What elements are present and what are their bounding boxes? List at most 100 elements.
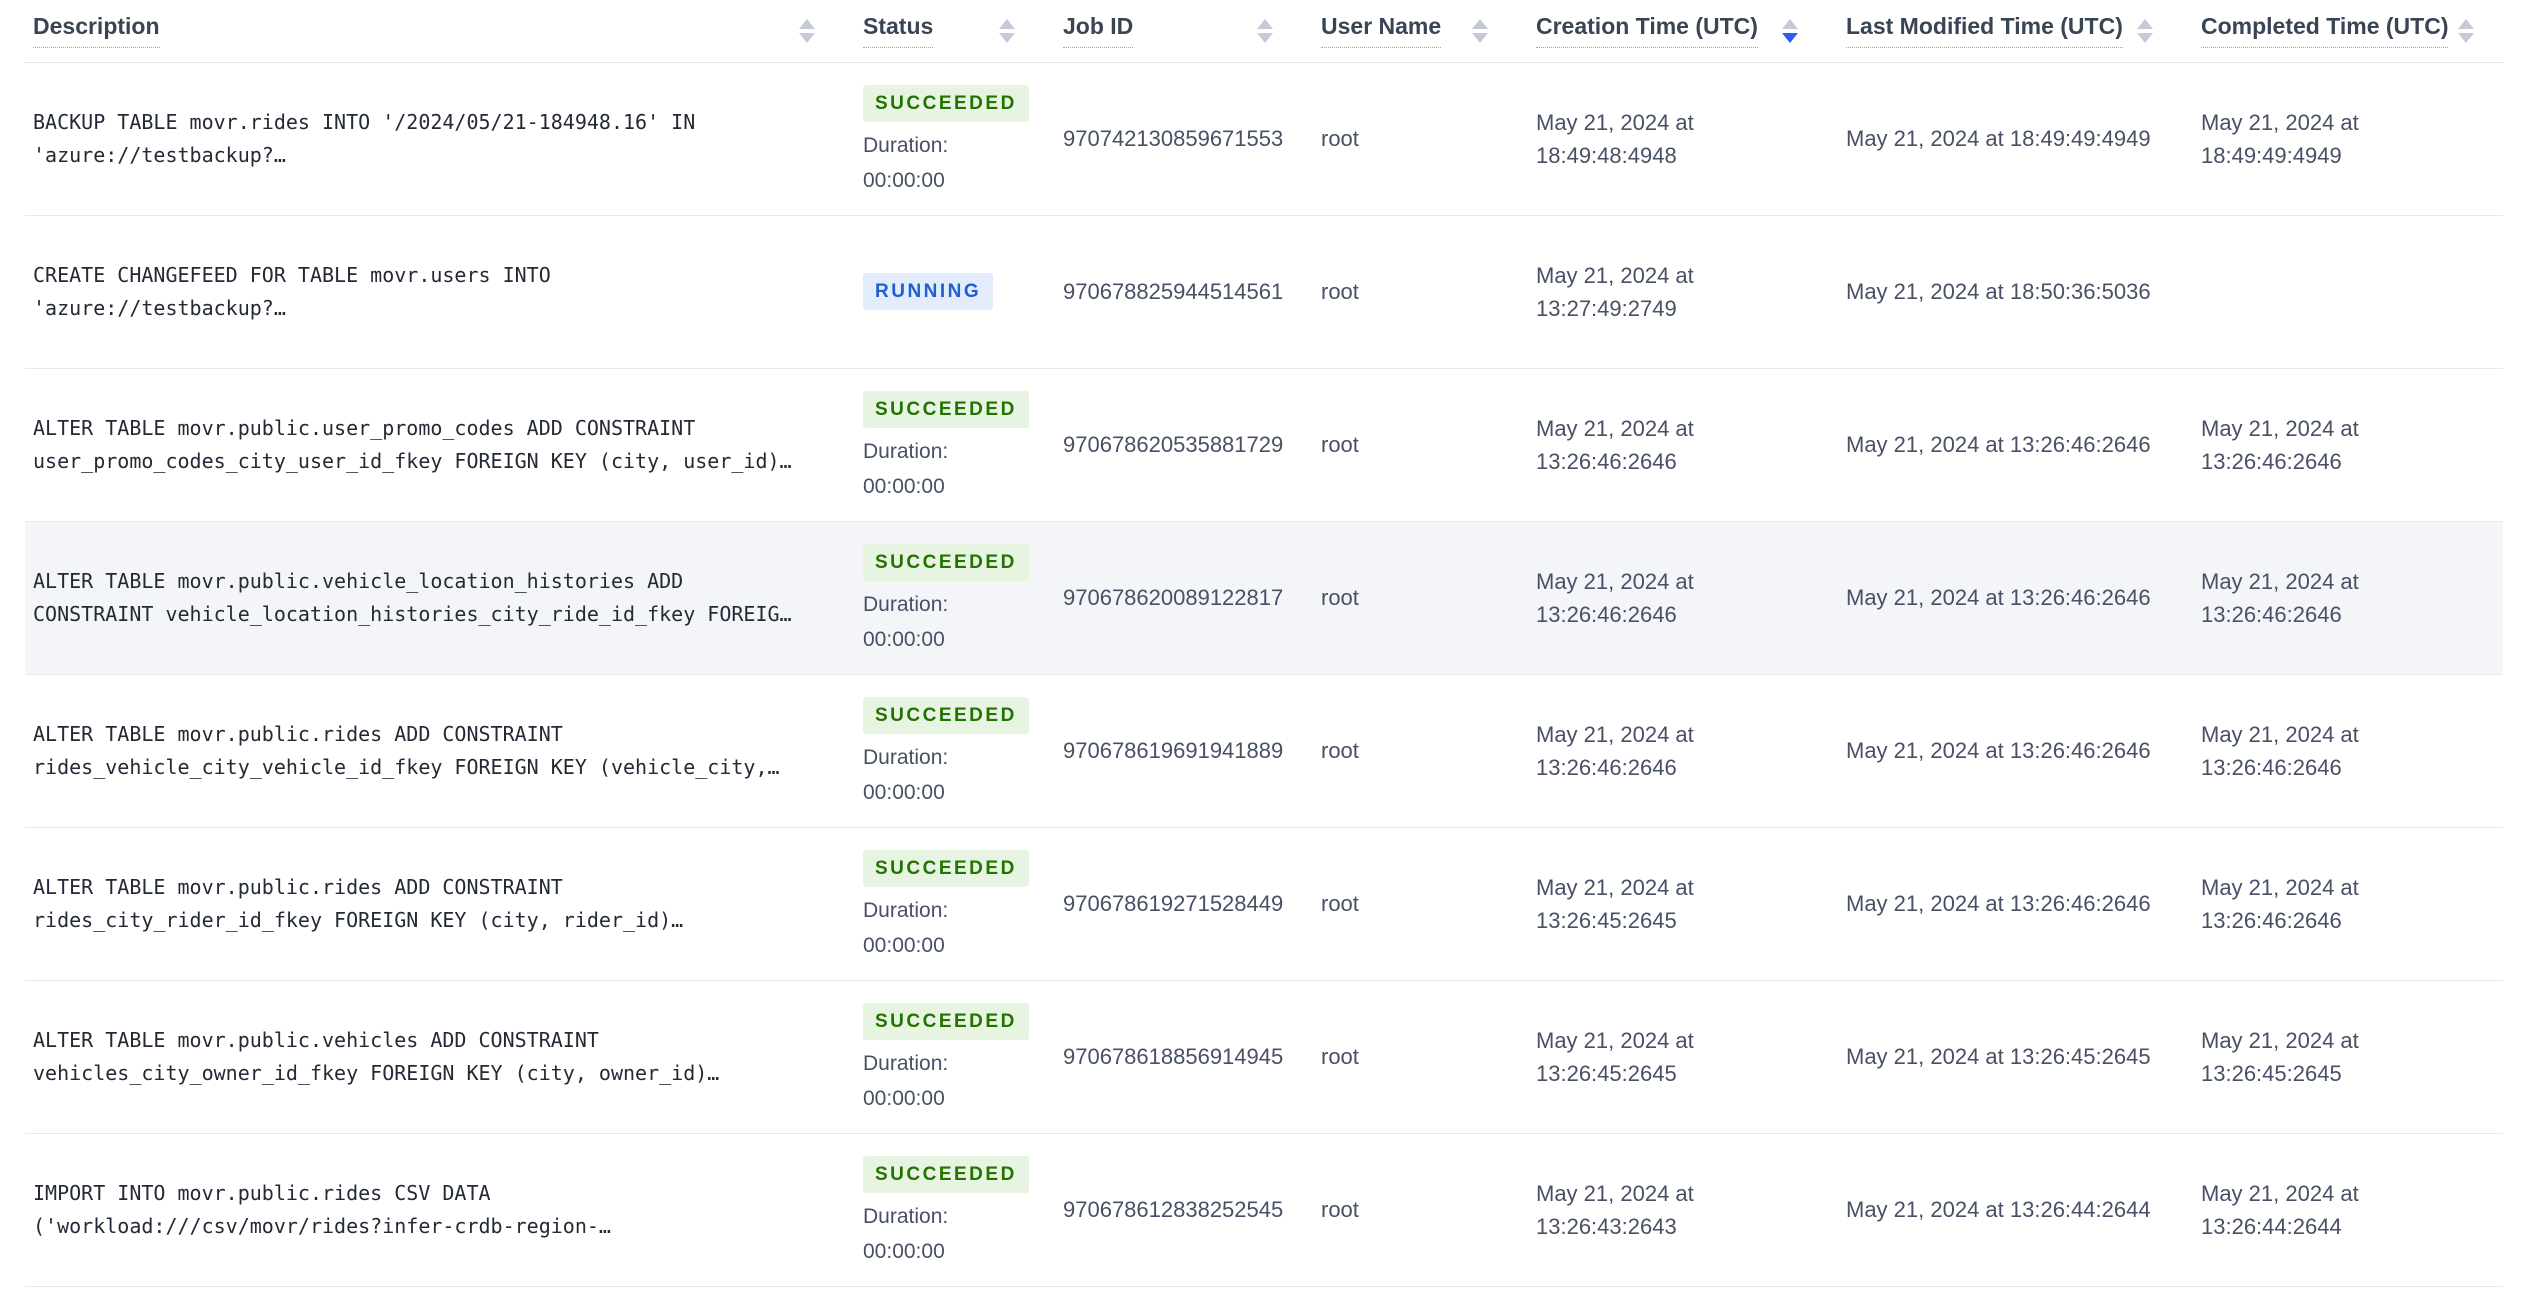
sort-icon[interactable]: [2458, 18, 2475, 43]
table-row[interactable]: ALTER TABLE movr.public.user_promo_codes…: [25, 368, 2503, 522]
column-header-creation-time[interactable]: Creation Time (UTC): [1528, 0, 1838, 63]
user-name-value: root: [1321, 737, 1359, 763]
completed-time-line2: 13:26:46:2646: [2201, 448, 2342, 474]
last-modified-time-cell: May 21, 2024 at 13:26:46:2646: [1838, 674, 2193, 828]
description-cell: ALTER TABLE movr.public.vehicle_location…: [25, 521, 855, 675]
table-row[interactable]: ALTER TABLE movr.public.vehicle_location…: [25, 521, 2503, 675]
user-name-cell: root: [1313, 827, 1528, 981]
duration-value: 00:00:00: [863, 781, 945, 804]
creation-time-cell: May 21, 2024 at 18:49:48:4948: [1528, 62, 1838, 216]
column-label-status: Status: [863, 13, 934, 49]
sort-icon[interactable]: [2137, 18, 2153, 43]
completed-time-line1: May 21, 2024 at: [2201, 1180, 2359, 1206]
column-header-status[interactable]: Status: [855, 0, 1055, 63]
job-id-cell: 970678618856914945: [1055, 980, 1313, 1134]
job-description-line1: CREATE CHANGEFEED FOR TABLE movr.users I…: [33, 262, 551, 287]
table-row[interactable]: BACKUP TABLE movr.rides INTO '/2024/05/2…: [25, 62, 2503, 216]
duration-label: Duration:: [863, 899, 949, 922]
sort-arrow-down-icon: [2137, 32, 2153, 43]
sort-icon[interactable]: [999, 18, 1015, 43]
column-header-description[interactable]: Description: [25, 0, 855, 63]
sort-icon[interactable]: [1257, 18, 1273, 43]
completed-time-line2: 13:26:45:2645: [2201, 1060, 2342, 1086]
job-id-cell: 970678619271528449: [1055, 827, 1313, 981]
last-modified-time-value: May 21, 2024 at 13:26:44:2644: [1846, 1197, 2151, 1222]
sort-arrow-down-icon: [2458, 32, 2475, 43]
creation-time-line1: May 21, 2024 at: [1536, 1027, 1694, 1053]
column-header-last-modified-time[interactable]: Last Modified Time (UTC): [1838, 0, 2193, 63]
duration-label: Duration:: [863, 440, 949, 463]
user-name-value: root: [1321, 584, 1359, 610]
description-cell: IMPORT INTO movr.public.rides CSV DATA (…: [25, 1133, 855, 1287]
completed-time-line1: May 21, 2024 at: [2201, 109, 2359, 135]
table-row[interactable]: ALTER TABLE movr.public.rides ADD CONSTR…: [25, 827, 2503, 981]
header-row: Description Status Job ID: [25, 0, 2503, 63]
duration-label: Duration:: [863, 593, 949, 616]
status-badge: SUCCEEDED: [863, 85, 1029, 122]
last-modified-time-value: May 21, 2024 at 18:49:49:4949: [1846, 126, 2151, 151]
creation-time-line2: 13:26:45:2645: [1536, 907, 1677, 933]
sort-arrow-up-icon: [999, 18, 1015, 29]
user-name-cell: root: [1313, 62, 1528, 216]
sort-arrow-up-icon: [1472, 18, 1488, 29]
job-id-value: 970678618856914945: [1063, 1043, 1284, 1069]
creation-time-cell: May 21, 2024 at 13:26:45:2645: [1528, 827, 1838, 981]
table-row[interactable]: ALTER TABLE movr.public.vehicles ADD CON…: [25, 980, 2503, 1134]
last-modified-time-cell: May 21, 2024 at 13:26:44:2644: [1838, 1133, 2193, 1287]
sort-arrow-up-icon: [799, 18, 815, 29]
duration-value: 00:00:00: [863, 169, 945, 192]
status-cell: SUCCEEDED Duration: 00:00:00: [855, 62, 1055, 216]
job-id-value: 970678619271528449: [1063, 890, 1284, 916]
column-header-completed-time[interactable]: Completed Time (UTC): [2193, 0, 2503, 63]
completed-time-cell: May 21, 2024 at 13:26:45:2645: [2193, 980, 2503, 1134]
sort-arrow-up-icon: [1782, 18, 1798, 29]
sort-icon[interactable]: [1472, 18, 1488, 43]
table-row[interactable]: ALTER TABLE movr.public.rides ADD CONSTR…: [25, 674, 2503, 828]
table-row[interactable]: IMPORT INTO movr.public.rides CSV DATA (…: [25, 1133, 2503, 1287]
job-description-line2: 'azure://testbackup?…: [33, 295, 286, 320]
column-header-user-name[interactable]: User Name: [1313, 0, 1528, 63]
column-header-job-id[interactable]: Job ID: [1055, 0, 1313, 63]
job-description-line2: CONSTRAINT vehicle_location_histories_ci…: [33, 601, 792, 626]
status-cell: SUCCEEDED Duration: 00:00:00: [855, 980, 1055, 1134]
duration-value: 00:00:00: [863, 1087, 945, 1110]
completed-time-line1: May 21, 2024 at: [2201, 874, 2359, 900]
column-label-job-id: Job ID: [1063, 13, 1134, 49]
completed-time-line2: 18:49:49:4949: [2201, 142, 2342, 168]
job-description-line2: vehicles_city_owner_id_fkey FOREIGN KEY …: [33, 1060, 720, 1085]
completed-time-cell: May 21, 2024 at 13:26:46:2646: [2193, 368, 2503, 522]
jobs-table-body: BACKUP TABLE movr.rides INTO '/2024/05/2…: [25, 62, 2503, 1287]
job-id-cell: 970742130859671553: [1055, 62, 1313, 216]
status-badge: SUCCEEDED: [863, 697, 1029, 734]
creation-time-line1: May 21, 2024 at: [1536, 721, 1694, 747]
job-description-line1: ALTER TABLE movr.public.rides ADD CONSTR…: [33, 721, 563, 746]
column-label-completed-time: Completed Time (UTC): [2201, 13, 2449, 49]
user-name-cell: root: [1313, 215, 1528, 369]
last-modified-time-cell: May 21, 2024 at 13:26:46:2646: [1838, 827, 2193, 981]
last-modified-time-value: May 21, 2024 at 13:26:46:2646: [1846, 738, 2151, 763]
sort-arrow-up-icon: [2137, 18, 2153, 29]
completed-time-cell: May 21, 2024 at 18:49:49:4949: [2193, 62, 2503, 216]
sort-icon[interactable]: [1782, 18, 1798, 43]
last-modified-time-value: May 21, 2024 at 13:26:45:2645: [1846, 1044, 2151, 1069]
job-id-cell: 970678825944514561: [1055, 215, 1313, 369]
last-modified-time-value: May 21, 2024 at 18:50:36:5036: [1846, 279, 2151, 304]
user-name-value: root: [1321, 431, 1359, 457]
duration-label: Duration:: [863, 134, 949, 157]
description-cell: ALTER TABLE movr.public.rides ADD CONSTR…: [25, 674, 855, 828]
job-description-line2: 'azure://testbackup?…: [33, 142, 286, 167]
duration-label: Duration:: [863, 746, 949, 769]
completed-time-line1: May 21, 2024 at: [2201, 568, 2359, 594]
last-modified-time-cell: May 21, 2024 at 13:26:46:2646: [1838, 368, 2193, 522]
status-cell: SUCCEEDED Duration: 00:00:00: [855, 674, 1055, 828]
sort-icon[interactable]: [799, 18, 815, 43]
completed-time-line2: 13:26:46:2646: [2201, 907, 2342, 933]
job-description-line2: user_promo_codes_city_user_id_fkey FOREI…: [33, 448, 792, 473]
user-name-value: root: [1321, 1043, 1359, 1069]
column-label-last-modified-time: Last Modified Time (UTC): [1846, 13, 2123, 49]
table-row[interactable]: CREATE CHANGEFEED FOR TABLE movr.users I…: [25, 215, 2503, 369]
job-id-value: 970678620535881729: [1063, 431, 1284, 457]
creation-time-line1: May 21, 2024 at: [1536, 568, 1694, 594]
job-description-line1: ALTER TABLE movr.public.rides ADD CONSTR…: [33, 874, 563, 899]
creation-time-cell: May 21, 2024 at 13:26:43:2643: [1528, 1133, 1838, 1287]
